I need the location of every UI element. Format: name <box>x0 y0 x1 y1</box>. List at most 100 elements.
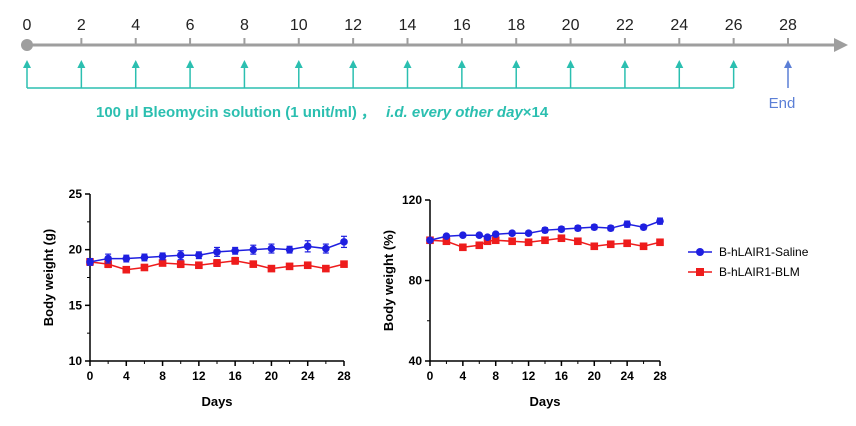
data-point-saline <box>267 244 276 253</box>
x-tick-label: 16 <box>555 369 569 383</box>
treatment-description: 100 μl Bleomycin solution (1 unit/ml) ， i… <box>96 104 549 121</box>
timeline-day-label: 6 <box>186 17 195 34</box>
data-point-blm <box>483 237 492 246</box>
data-point-saline <box>249 245 258 254</box>
dose-arrow-head <box>620 60 629 68</box>
end-label: End <box>769 95 796 112</box>
y-tick-label: 15 <box>69 298 83 312</box>
series-line-blm <box>429 237 661 249</box>
x-tick-label: 0 <box>427 369 434 383</box>
x-tick-label: 4 <box>123 369 130 383</box>
data-point-saline <box>122 254 131 263</box>
data-point-saline <box>231 246 239 255</box>
data-point-saline <box>508 229 516 238</box>
x-tick-label: 12 <box>522 369 536 383</box>
timeline-day-label: 28 <box>779 17 797 34</box>
data-point-blm <box>541 236 549 245</box>
x-tick-label: 20 <box>588 369 602 383</box>
data-point-saline <box>158 252 167 261</box>
x-tick-label: 0 <box>87 369 94 383</box>
dose-arrow-head <box>512 60 521 68</box>
data-point-blm <box>267 264 276 273</box>
data-point-blm <box>623 239 631 248</box>
timeline-day-label: 0 <box>23 17 32 34</box>
data-point-saline <box>213 248 221 256</box>
dosing-timeline: 100 μl Bleomycin solution (1 unit/ml) ， i… <box>21 17 848 121</box>
data-point-saline <box>459 231 467 240</box>
data-point-blm <box>508 237 516 246</box>
treatment-main-text: 100 μl Bleomycin solution (1 unit/ml) ， <box>96 104 376 121</box>
body-weight-grams-chart: 10 15 20 25 0 4 8 12 16 20 24 28 Days Body weight (g) <box>41 187 351 409</box>
data-point-blm <box>590 242 599 251</box>
legend-label: B-hLAIR1-BLM <box>719 265 800 279</box>
legend-label: B-hLAIR1-Saline <box>719 245 809 259</box>
x-tick-label: 8 <box>159 369 166 383</box>
data-point-blm <box>491 236 500 245</box>
data-point-blm <box>459 243 467 252</box>
dose-arrow-head <box>675 60 684 68</box>
y-axis-title: Body weight (%) <box>381 230 396 331</box>
data-point-saline <box>541 226 549 234</box>
data-point-blm <box>656 238 664 247</box>
data-point-saline <box>639 223 648 231</box>
x-tick-label: 28 <box>653 369 667 383</box>
timeline-arrowhead <box>834 38 848 52</box>
data-point-saline <box>491 230 500 239</box>
dose-arrow-head <box>131 60 140 68</box>
data-point-blm <box>122 265 131 274</box>
data-point-saline <box>524 229 533 238</box>
timeline-day-label: 24 <box>670 17 688 34</box>
treatment-italic-text: i.d. every other day <box>386 104 523 121</box>
dose-arrow-head <box>240 60 249 68</box>
data-point-blm <box>639 242 648 251</box>
data-point-saline <box>322 244 330 253</box>
data-point-blm <box>303 261 312 270</box>
data-point-blm <box>574 237 582 246</box>
data-point-saline <box>656 217 664 225</box>
y-axis-title: Body weight (g) <box>41 229 56 327</box>
dose-arrow-head <box>23 60 31 68</box>
data-point-blm <box>606 240 615 249</box>
dose-arrow-head <box>349 60 358 68</box>
dose-arrow-head <box>566 60 575 68</box>
data-point-saline <box>475 231 484 240</box>
timeline-day-label: 14 <box>399 17 417 34</box>
dose-arrow-head <box>186 60 195 68</box>
legend: B-hLAIR1-Saline B-hLAIR1-BLM <box>688 245 809 279</box>
timeline-day-label: 8 <box>240 17 249 34</box>
data-point-saline <box>104 254 112 263</box>
timeline-day-label: 10 <box>290 17 308 34</box>
timeline-start-dot <box>21 39 33 51</box>
dose-arrow-head <box>294 60 303 68</box>
legend-marker-square <box>696 268 704 276</box>
data-point-saline <box>176 251 185 260</box>
data-point-blm <box>340 260 348 268</box>
treatment-count-text: ×14 <box>523 104 549 121</box>
x-tick-label: 16 <box>228 369 242 383</box>
timeline-day-label: 4 <box>131 17 140 34</box>
data-point-saline <box>86 258 94 266</box>
x-tick-label: 12 <box>192 369 206 383</box>
dose-arrow-head <box>403 60 412 68</box>
data-point-saline <box>590 223 599 231</box>
data-point-blm <box>140 263 149 272</box>
timeline-day-label: 12 <box>344 17 362 34</box>
data-point-saline <box>483 233 492 242</box>
body-weight-percent-chart: 40 80 120 0 4 8 12 16 20 24 28 Days Body weight (%) <box>381 193 667 409</box>
data-point-blm <box>442 237 451 246</box>
data-point-saline <box>303 242 312 251</box>
series-line-saline <box>429 220 661 241</box>
timeline-day-label: 18 <box>507 17 525 34</box>
timeline-day-label: 16 <box>453 17 471 34</box>
data-point-blm <box>557 234 566 243</box>
dose-arrow-head <box>457 60 466 68</box>
x-axis-title: Days <box>201 394 232 409</box>
y-tick-label: 80 <box>409 274 423 288</box>
timeline-day-label: 26 <box>725 17 743 34</box>
data-point-blm <box>285 262 294 271</box>
y-tick-label: 25 <box>69 187 83 201</box>
x-tick-label: 4 <box>460 369 467 383</box>
end-arrow-head <box>784 60 792 68</box>
